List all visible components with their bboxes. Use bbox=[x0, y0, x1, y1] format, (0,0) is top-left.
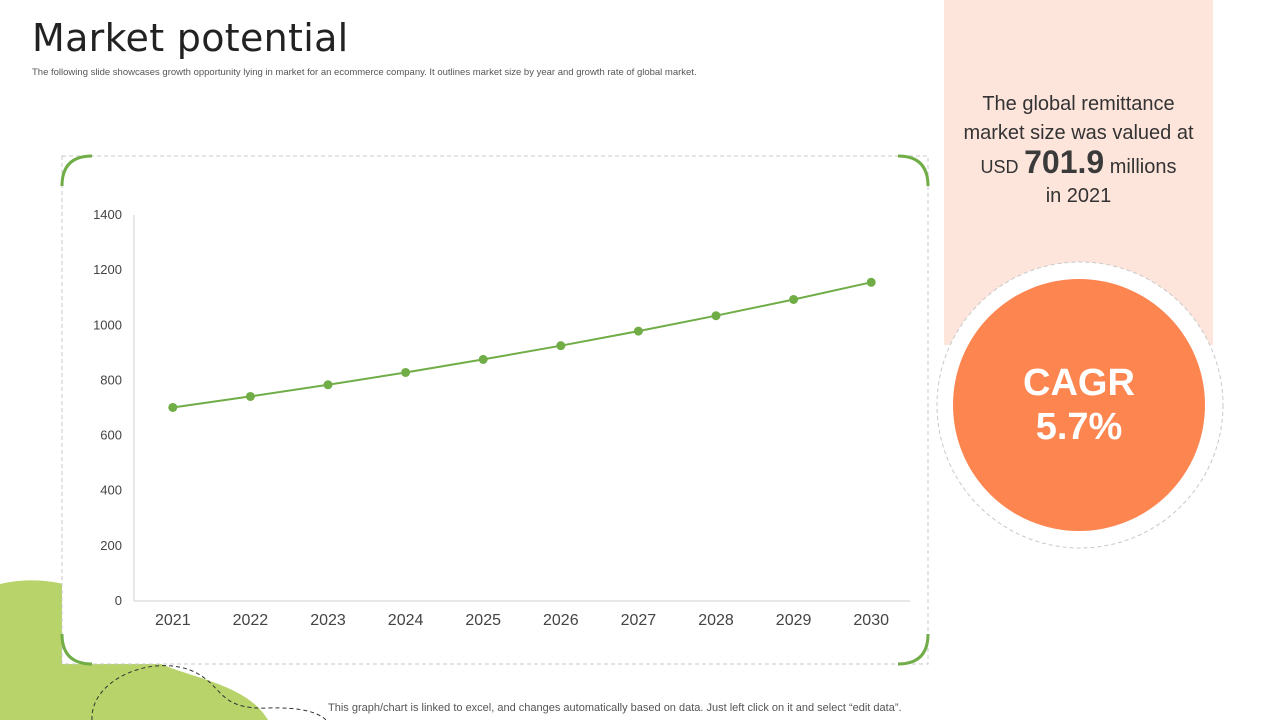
y-tick-label: 600 bbox=[100, 428, 122, 443]
data-point bbox=[323, 380, 333, 390]
statement-line-2: market size was valued at bbox=[963, 122, 1194, 144]
page-subtitle: The following slide showcases growth opp… bbox=[32, 67, 697, 78]
chart-frame-corner-tl bbox=[60, 154, 93, 187]
chart-frame-corner-tr bbox=[897, 154, 930, 187]
page-title: Market potential bbox=[32, 16, 349, 60]
data-point bbox=[556, 341, 566, 351]
x-tick-label: 2027 bbox=[621, 612, 657, 629]
chart-frame-corner-br bbox=[897, 633, 930, 666]
y-tick-label: 1400 bbox=[93, 207, 122, 222]
chart-footnote: This graph/chart is linked to excel, and… bbox=[328, 702, 902, 714]
x-tick-label: 2025 bbox=[465, 612, 501, 629]
data-point bbox=[633, 326, 643, 336]
y-tick-label: 1200 bbox=[93, 262, 122, 277]
x-tick-label: 2021 bbox=[155, 612, 191, 629]
cagr-label: CAGR bbox=[1023, 362, 1135, 404]
series-line bbox=[172, 281, 872, 409]
x-tick-label: 2029 bbox=[776, 612, 812, 629]
x-tick-label: 2023 bbox=[310, 612, 346, 629]
chart-frame bbox=[60, 154, 930, 666]
y-tick-label: 1000 bbox=[93, 317, 122, 332]
x-axis: 2021 2022 2023 2024 2025 2026 2027 2028 2029 2030 bbox=[134, 600, 910, 629]
x-tick-label: 2030 bbox=[853, 612, 889, 629]
x-tick-label: 2022 bbox=[233, 612, 269, 629]
statement-line-1: The global remittance bbox=[982, 93, 1175, 115]
data-point bbox=[866, 277, 876, 287]
market-size-statement: The global remittance market size was va… bbox=[944, 90, 1213, 211]
data-point bbox=[245, 391, 255, 401]
y-tick-label: 800 bbox=[100, 372, 122, 387]
y-tick-label: 200 bbox=[100, 538, 122, 553]
statement-line-4: in 2021 bbox=[1045, 185, 1112, 207]
x-tick-label: 2024 bbox=[388, 612, 424, 629]
unit-label: millions bbox=[1109, 156, 1177, 178]
x-tick-label: 2026 bbox=[543, 612, 579, 629]
chart-frame-corner-bl bbox=[60, 633, 93, 666]
y-tick-label: 400 bbox=[100, 483, 122, 498]
chart-frame-dashed-border bbox=[61, 155, 929, 665]
data-point bbox=[168, 402, 178, 412]
data-point bbox=[711, 311, 721, 321]
currency-label: USD bbox=[980, 157, 1019, 177]
data-point bbox=[478, 354, 488, 364]
data-point bbox=[401, 367, 411, 377]
y-axis: 0 200 400 600 800 1000 1200 1400 bbox=[93, 207, 135, 608]
cagr-value: 5.7% bbox=[1035, 406, 1123, 448]
statement-line-3: USD 701.9 millions bbox=[944, 146, 1213, 182]
cagr-ring-dashed bbox=[936, 261, 1224, 549]
y-tick-label: 0 bbox=[115, 593, 122, 608]
x-tick-label: 2028 bbox=[698, 612, 734, 629]
series-market-size bbox=[168, 277, 876, 412]
market-size-value: 701.9 bbox=[1024, 144, 1105, 180]
data-point bbox=[789, 294, 799, 304]
cagr-badge: CAGR 5.7% bbox=[953, 279, 1205, 531]
